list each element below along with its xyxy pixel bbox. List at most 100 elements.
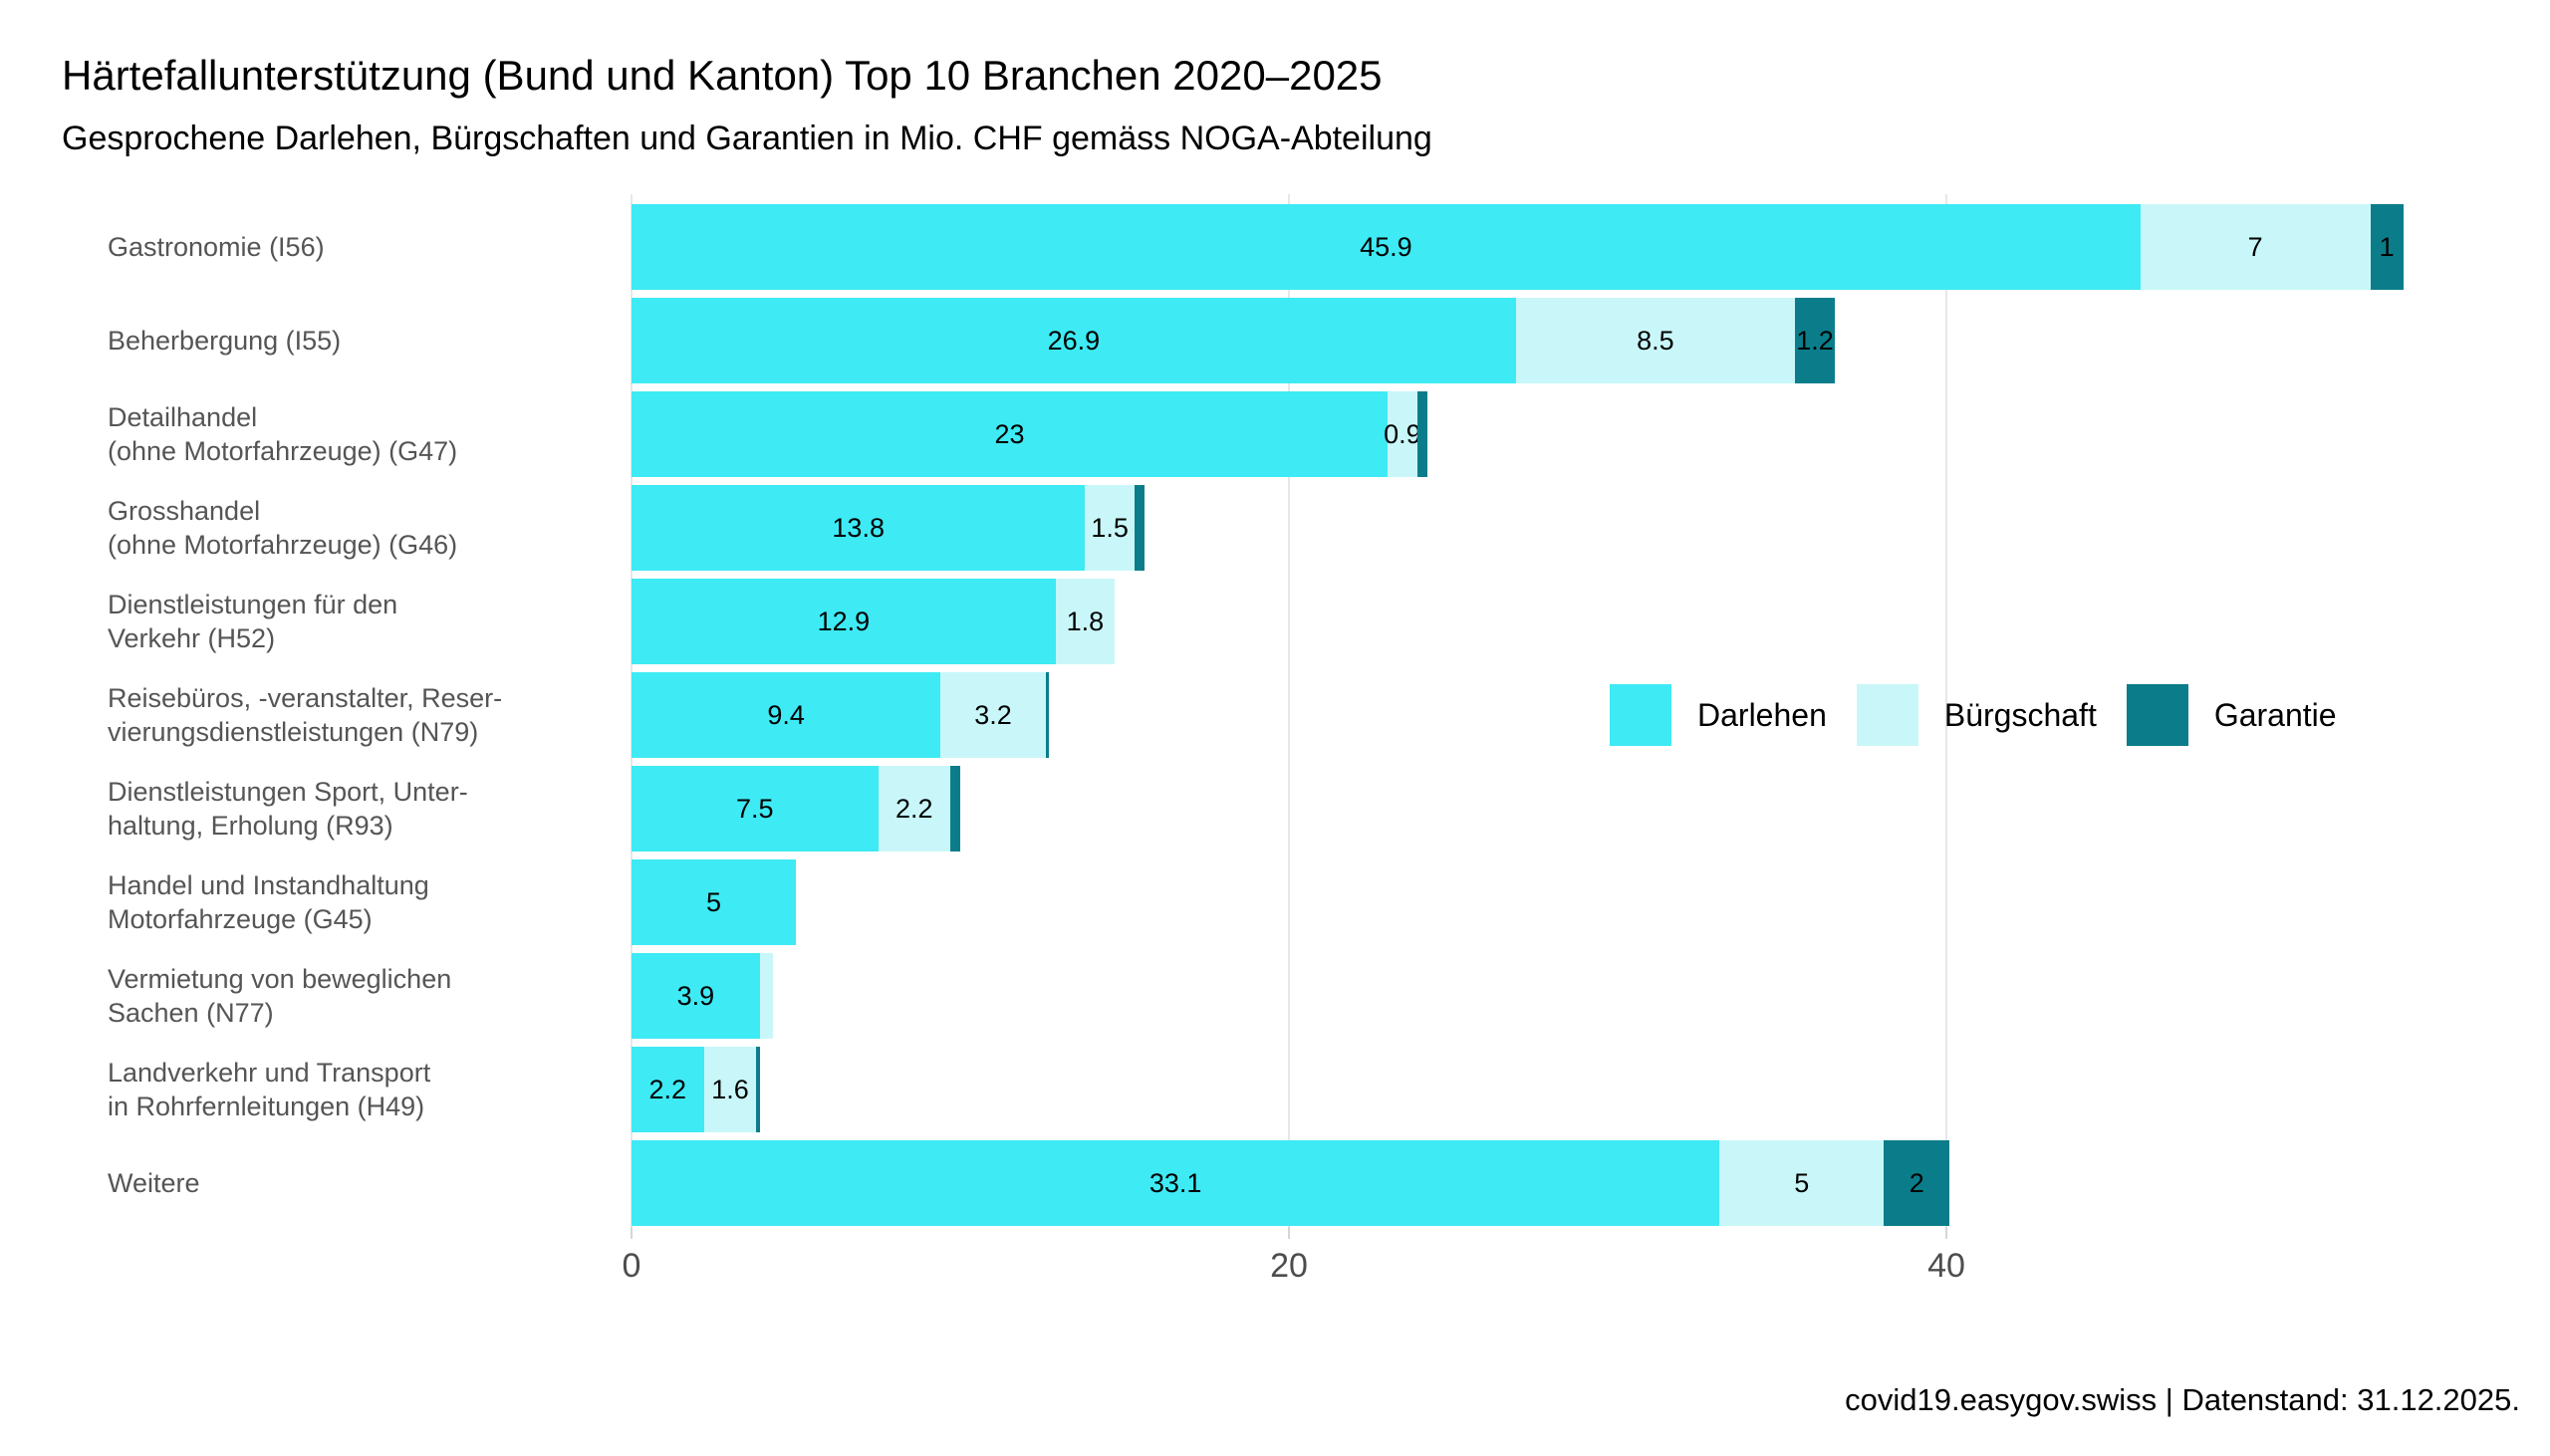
y-axis-label: Weitere <box>108 1140 606 1226</box>
y-axis-label: Handel und Instandhaltung Motorfahrzeuge … <box>108 859 606 945</box>
bar-segment-bürgschaft: 0.9 <box>1384 391 1421 477</box>
bar-segment-darlehen: 26.9 <box>632 298 1516 383</box>
y-axis-label-line: Beherbergung (I55) <box>108 326 342 356</box>
bar-segment-darlehen: 12.9 <box>632 579 1056 664</box>
bar-value-label: 2 <box>1909 1167 1924 1198</box>
y-axis-label-line: Reisebüros, -veranstalter, Reser- <box>108 683 503 713</box>
y-axis-label-line: Grosshandel <box>108 496 261 526</box>
bar-segment-garantie <box>1045 672 1050 758</box>
bar-row: 3.9 <box>632 953 773 1039</box>
legend-entry-darlehen: Darlehen <box>1610 684 1827 746</box>
y-axis-label-line: Detailhandel <box>108 402 258 432</box>
y-axis-label: Detailhandel (ohne Motorfahrzeuge) (G47) <box>108 391 606 477</box>
bar-value-label: 7.5 <box>735 793 774 824</box>
bar-row: 13.8 1.5 <box>632 485 1145 571</box>
bar-segment-darlehen: 3.9 <box>632 953 760 1039</box>
bar-segment-darlehen: 33.1 <box>632 1140 1720 1226</box>
gridline-x-20 <box>1288 194 1290 1227</box>
bar-segment-garantie: 2 <box>1884 1140 1950 1226</box>
bar-segment-garantie <box>950 766 960 851</box>
y-axis-label-line: vierungsdienstleistungen (N79) <box>108 717 479 747</box>
legend-label: Garantie <box>2213 696 2337 733</box>
bar-value-label: 5 <box>705 886 722 917</box>
bar-segment-bürgschaft: 1.8 <box>1055 579 1116 664</box>
bar-segment-garantie <box>756 1047 760 1132</box>
y-axis-label-line: Gastronomie (I56) <box>108 232 325 262</box>
bar-value-label: 12.9 <box>817 606 871 636</box>
y-axis-label-line: in Rohrfernleitungen (H49) <box>108 1092 425 1121</box>
y-axis-label: Landverkehr und Transport in Rohrfernleit… <box>108 1047 606 1132</box>
bar-value-label: 2.2 <box>648 1074 687 1104</box>
bar-value-label: 3.9 <box>676 980 715 1011</box>
bar-segment-garantie: 1.2 <box>1795 298 1835 383</box>
bar-row: 26.9 8.5 1.2 <box>632 298 1835 383</box>
bar-segment-bürgschaft <box>759 953 773 1039</box>
y-axis-label-line: haltung, Erholung (R93) <box>108 811 393 841</box>
bar-value-label: 1 <box>2379 231 2395 262</box>
y-axis-label-line: (ohne Motorfahrzeuge) (G46) <box>108 530 458 560</box>
bar-value-label: 9.4 <box>767 699 805 730</box>
y-axis-label-line: Dienstleistungen Sport, Unter- <box>108 777 468 807</box>
bar-segment-bürgschaft: 7 <box>2140 204 2371 290</box>
bar-value-label: 33.1 <box>1148 1167 1202 1198</box>
bar-segment-garantie: 1 <box>2370 204 2404 290</box>
legend-label: Darlehen <box>1697 696 1827 733</box>
x-axis-tick-mark <box>1945 1227 1947 1239</box>
chart-title: Härtefallunterstützung (Bund und Kanton)… <box>62 52 1383 99</box>
bar-value-label: 1.5 <box>1091 512 1129 543</box>
legend-entry-bürgschaft: Bürgschaft <box>1856 684 2097 746</box>
bar-segment-darlehen: 45.9 <box>632 204 2141 290</box>
legend: Darlehen Bürgschaft Garantie <box>1610 684 2337 746</box>
bar-segment-darlehen: 13.8 <box>632 485 1086 571</box>
y-axis-label-line: Handel und Instandhaltung <box>108 870 429 900</box>
x-axis-tick-label: 0 <box>622 1247 641 1285</box>
bar-value-label: 45.9 <box>1360 231 1412 262</box>
bar-segment-bürgschaft: 1.5 <box>1085 485 1135 571</box>
bar-value-label: 26.9 <box>1047 325 1101 356</box>
bar-value-label: 1.8 <box>1066 606 1105 636</box>
bar-segment-bürgschaft: 2.2 <box>878 766 951 851</box>
chart-subtitle: Gesprochene Darlehen, Bürgschaften und G… <box>62 120 1432 157</box>
legend-entry-garantie: Garantie <box>2126 684 2337 746</box>
legend-swatch <box>2126 684 2188 746</box>
bar-value-label: 23 <box>994 418 1025 449</box>
y-axis-label-line: Weitere <box>108 1168 200 1198</box>
bar-value-label: 2.2 <box>895 793 933 824</box>
bar-value-label: 1.2 <box>1796 325 1834 356</box>
y-axis-label-line: (ohne Motorfahrzeuge) (G47) <box>108 436 458 466</box>
bar-row: 12.9 1.8 <box>632 579 1116 664</box>
legend-swatch <box>1856 684 1918 746</box>
bar-row: 33.1 5 2 <box>632 1140 1950 1226</box>
bar-segment-bürgschaft: 1.6 <box>703 1047 757 1132</box>
bar-row: 5 <box>632 859 796 945</box>
y-axis-label: Vermietung von beweglichen Sachen (N77) <box>108 953 606 1039</box>
bar-segment-garantie <box>1134 485 1145 571</box>
bar-segment-darlehen: 2.2 <box>632 1047 704 1132</box>
plot-area: 45.9 7 1 26.9 8.5 1.2 23 0.9 13.8 1.5 12.9 1.8 9.4 3.… <box>631 194 2494 1227</box>
bar-value-label: 8.5 <box>1637 325 1674 356</box>
bar-value-label: 1.6 <box>711 1074 749 1104</box>
y-axis-label: Beherbergung (I55) <box>108 298 606 383</box>
y-axis-label: Gastronomie (I56) <box>108 204 606 290</box>
bar-row: 2.2 1.6 <box>632 1047 760 1132</box>
y-axis-label-line: Verkehr (H52) <box>108 623 276 653</box>
bar-value-label: 13.8 <box>832 512 885 543</box>
bar-segment-darlehen: 7.5 <box>632 766 879 851</box>
source-footer: covid19.easygov.swiss | Datenstand: 31.1… <box>1845 1382 2520 1417</box>
gridline-x-40 <box>1945 194 1947 1227</box>
bar-segment-darlehen: 5 <box>632 859 796 945</box>
y-axis-label: Dienstleistungen Sport, Unter-haltung, E… <box>108 766 606 851</box>
bar-value-label: 0.9 <box>1384 418 1421 449</box>
bar-segment-bürgschaft: 8.5 <box>1515 298 1796 383</box>
y-axis-label: Dienstleistungen für den Verkehr (H52) <box>108 579 606 664</box>
bar-row: 7.5 2.2 <box>632 766 960 851</box>
y-axis-label: Grosshandel (ohne Motorfahrzeuge) (G46) <box>108 485 606 571</box>
y-axis-label-line: Sachen (N77) <box>108 998 274 1028</box>
y-axis-label-line: Landverkehr und Transport <box>108 1058 431 1088</box>
x-axis-tick-mark <box>1288 1227 1290 1239</box>
bar-value-label: 7 <box>2247 231 2263 262</box>
bar-segment-darlehen: 23 <box>632 391 1388 477</box>
y-axis-label-line: Vermietung von beweglichen <box>108 964 452 994</box>
bar-segment-garantie <box>1416 391 1427 477</box>
